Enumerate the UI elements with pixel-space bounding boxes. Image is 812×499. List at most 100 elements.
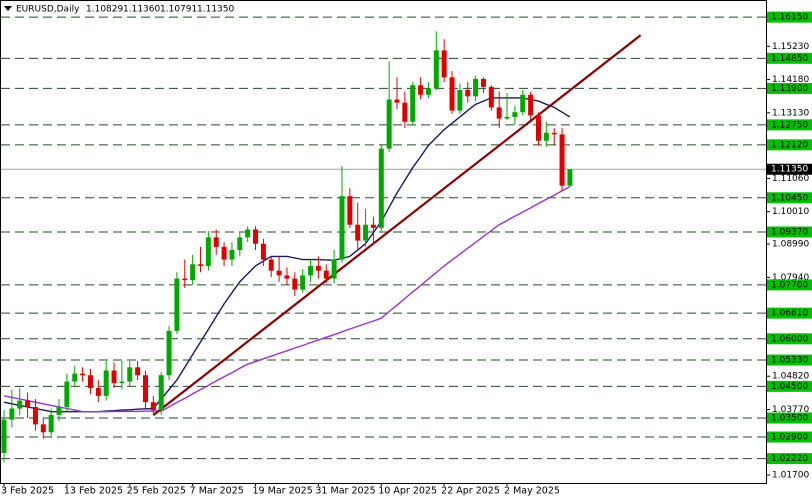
x-tick-label: 31 Mar 2025 bbox=[315, 486, 375, 497]
candle-body bbox=[347, 196, 353, 225]
level-box bbox=[767, 279, 812, 291]
candle-body bbox=[410, 85, 416, 122]
candle-body bbox=[433, 50, 439, 89]
candle-body bbox=[237, 237, 243, 251]
current-price-label: 1.11350 bbox=[771, 165, 808, 175]
candle-body bbox=[457, 90, 463, 111]
symbol-title: EURUSD,Daily bbox=[16, 5, 80, 15]
candle-body bbox=[308, 265, 314, 276]
level-label: 1.05330 bbox=[771, 356, 808, 366]
candle-body bbox=[480, 78, 486, 87]
candle-body bbox=[268, 259, 274, 271]
level-box bbox=[767, 139, 812, 151]
level-box bbox=[767, 226, 812, 238]
y-tick-label: 1.08990 bbox=[772, 240, 809, 250]
level-box bbox=[767, 380, 812, 392]
level-label: 1.14850 bbox=[771, 54, 808, 64]
candle-body bbox=[465, 90, 471, 97]
candle-body bbox=[103, 370, 109, 396]
x-tick-label: 3 Feb 2025 bbox=[1, 486, 54, 497]
level-box bbox=[767, 11, 812, 23]
x-tick-label: 19 Mar 2025 bbox=[253, 486, 313, 497]
level-label: 1.12120 bbox=[771, 140, 808, 150]
trendline bbox=[152, 34, 642, 417]
candle-body bbox=[198, 264, 203, 266]
candle-body bbox=[135, 367, 141, 376]
level-label: 1.09370 bbox=[771, 227, 808, 237]
candle-body bbox=[166, 330, 172, 376]
candle-body bbox=[221, 246, 227, 260]
candle-body bbox=[95, 387, 101, 396]
current-price-box bbox=[767, 163, 812, 175]
candle-body bbox=[245, 229, 251, 238]
candle-body bbox=[559, 134, 565, 186]
candle-body bbox=[142, 375, 148, 403]
candle-body bbox=[64, 381, 70, 407]
candle-body bbox=[504, 116, 510, 119]
y-tick-label: 1.01700 bbox=[772, 471, 809, 481]
level-box bbox=[767, 333, 812, 345]
candle-body bbox=[355, 224, 361, 241]
candle-body bbox=[339, 196, 345, 260]
candle-body bbox=[551, 132, 557, 135]
candle-body bbox=[150, 402, 156, 411]
candle-body bbox=[127, 367, 133, 382]
candle-body bbox=[441, 50, 447, 78]
candle-body bbox=[253, 229, 259, 244]
candle-body bbox=[418, 85, 424, 95]
level-box bbox=[767, 119, 812, 131]
candle-body bbox=[260, 243, 266, 260]
candle-body bbox=[80, 373, 86, 376]
candle-body bbox=[111, 370, 117, 384]
level-label: 1.10450 bbox=[771, 193, 808, 203]
level-box bbox=[767, 453, 812, 465]
candle-body bbox=[378, 148, 384, 228]
level-box bbox=[767, 192, 812, 204]
candle-body bbox=[229, 250, 235, 260]
level-label: 1.07700 bbox=[771, 280, 808, 290]
y-tick-label: 1.03770 bbox=[772, 405, 809, 415]
level-label: 1.04500 bbox=[771, 382, 808, 392]
candle-body bbox=[363, 224, 369, 241]
level-label: 1.06000 bbox=[771, 334, 808, 344]
candle-body bbox=[205, 237, 211, 266]
candle-body bbox=[87, 375, 93, 388]
candle-body bbox=[394, 99, 400, 103]
candle-body bbox=[567, 169, 573, 186]
level-label: 1.12750 bbox=[771, 120, 808, 130]
candle-body bbox=[370, 224, 376, 228]
candle-body bbox=[300, 275, 306, 290]
candle-body bbox=[1, 419, 7, 453]
candle-body bbox=[190, 264, 196, 281]
x-tick-label: 10 Apr 2025 bbox=[378, 486, 437, 497]
level-label: 1.02900 bbox=[771, 433, 808, 443]
x-tick-label: 22 Apr 2025 bbox=[441, 486, 500, 497]
candle-body bbox=[496, 107, 502, 119]
candle-body bbox=[32, 406, 38, 425]
candle-body bbox=[48, 414, 54, 433]
plot-frame bbox=[0, 0, 767, 484]
candle-body bbox=[17, 400, 23, 409]
candle-body bbox=[512, 112, 518, 117]
header-price: 1.10791 bbox=[160, 5, 197, 15]
y-tick-label: 1.13130 bbox=[772, 108, 809, 118]
candle-body bbox=[473, 78, 479, 97]
x-tick-label: 13 Feb 2025 bbox=[64, 486, 123, 497]
moving-average bbox=[3, 186, 571, 413]
candle-body bbox=[386, 99, 392, 149]
candle-body bbox=[425, 88, 431, 95]
y-tick-label: 1.04820 bbox=[772, 372, 809, 382]
level-label: 1.02220 bbox=[771, 454, 808, 464]
menu-triangle bbox=[4, 6, 12, 11]
y-tick-label: 1.14180 bbox=[772, 75, 809, 85]
candle-body bbox=[315, 265, 321, 271]
candle-body bbox=[292, 278, 298, 290]
candle-body bbox=[449, 77, 455, 111]
candle-body bbox=[72, 373, 78, 382]
y-tick-label: 1.11060 bbox=[772, 174, 809, 184]
header-price: 1.11350 bbox=[197, 5, 234, 15]
candle-body bbox=[276, 270, 282, 276]
level-label: 1.03500 bbox=[771, 414, 808, 424]
candle-body bbox=[488, 86, 494, 108]
